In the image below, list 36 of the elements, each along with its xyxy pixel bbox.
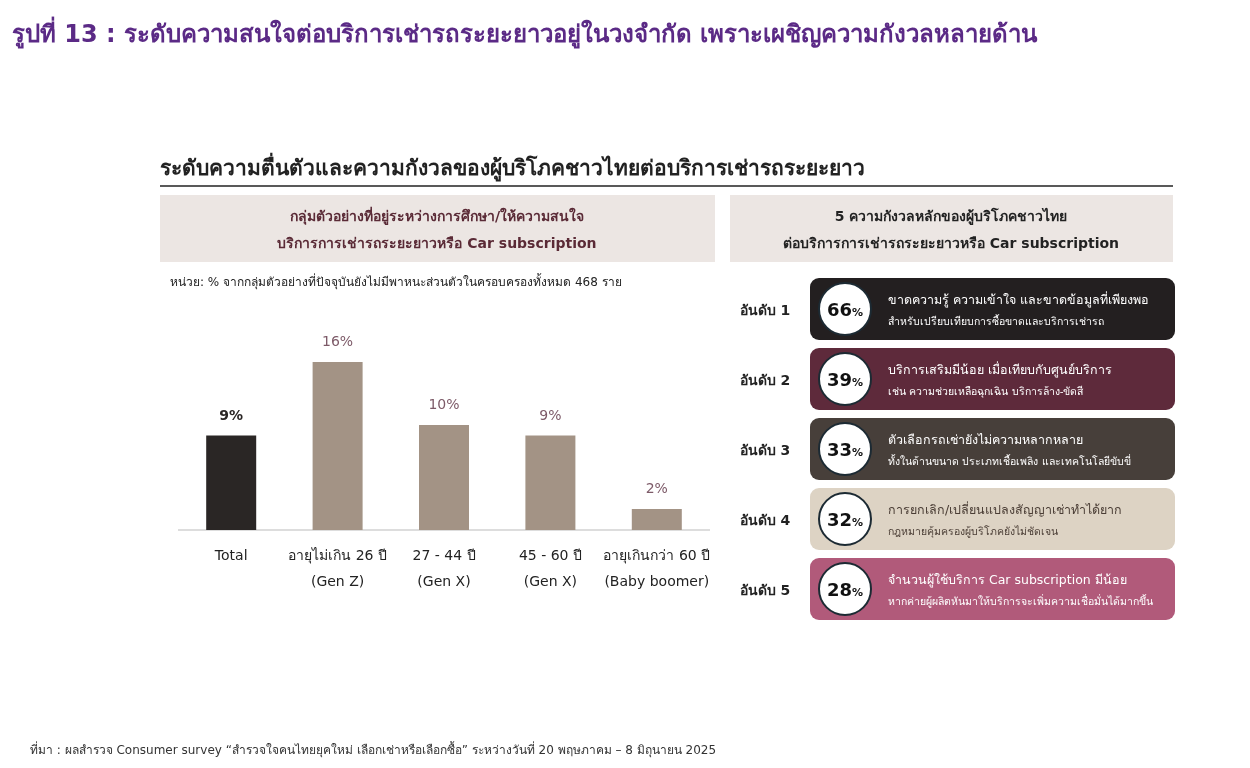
data-label: 16% [322,333,354,349]
data-label: 9% [539,406,562,423]
data-label: 28% [826,579,864,600]
category-label: อันดับ 3 [739,442,791,458]
data-label: 10% [428,396,460,412]
data-label: 9% [219,406,244,423]
text: ที่มา : ผลสำรวจ Consumer survey “สำรวจใจคนไทยยุคใหม่ เลือกเช่าหรือเลือกซื้อ” ระหว่างวันที่ 20 พฤษภาคม – 8 มิถุนายน 2025 [30,741,717,758]
text: จำนวนผู้ใช้บริการ Car subscription มีน้อย หากค่ายผู้ผลิตหันมาให้บริการจะเพิ่มความเชื่อมั่นได้มากขึ้น [888,572,1153,608]
category-label: อันดับ 2 [739,372,791,388]
data-label: 32% [826,509,864,530]
bar [312,362,363,530]
data-label: 33% [826,439,864,460]
category-label: อันดับ 5 [739,582,791,598]
category-label: อันดับ 1 [739,302,791,318]
chart-subtitle: ระดับความตื่นตัวและความกังวลของผู้บริโภคชาวไทยต่อบริการเช่ารถระยะยาว [160,152,865,182]
text: กลุ่มตัวอย่างที่อยู่ระหว่างการศึกษา/ให้ความสนใจ บริการการเช่ารถระยะยาวหรือ Car subscription [277,206,597,251]
bar [206,435,257,530]
bar [525,435,576,530]
x-tick-label: อายุเกินกว่า 60 ปี (Baby boomer) [603,547,711,589]
text: บริการเสริมมีน้อย เมื่อเทียบกับศูนย์บริการ เช่น ความช่วยเหลือฉุกเฉิน บริการล้าง-ขัดสี [888,361,1112,398]
text: ขาดความรู้ ความเข้าใจ และขาดข้อมูลที่เพียงพอ สำหรับเปรียบเทียบการซื้อขาดและบริการเช่ารถ [888,291,1149,327]
text: การยกเลิก/เปลี่ยนแปลงสัญญาเช่าทำได้ยาก กฎหมายคุ้มครองผู้บริโภคยังไม่ชัดเจน [888,501,1123,538]
chart-title: รูปที่ 13 : ระดับความสนใจต่อบริการเช่ารถระยะยาวอยู่ในวงจำกัด เพราะเผชิญความกังวลหลายด้าน [12,16,1039,49]
data-label: 66% [826,299,864,320]
bar [631,509,682,530]
x-tick-label: อายุไม่เกิน 26 ปี (Gen Z) [288,547,387,589]
x-tick-label: Total [213,547,248,563]
text: ตัวเลือกรถเช่ายังไม่ความหลากหลาย ทั้งในด้านขนาด ประเภทเชื้อเพลิง และเทคโนโลยีขับขี่ [888,432,1131,467]
data-label: 39% [826,369,864,390]
text: หน่วย: % จากกลุ่มตัวอย่างที่ปัจจุบันยังไม่มีพาหนะส่วนตัวในครอบครองทั้งหมด 468 ราย [170,273,622,290]
category-label: อันดับ 4 [739,512,791,528]
text: 5 ความกังวลหลักของผู้บริโภคชาวไทย ต่อบริการการเช่ารถระยะยาวหรือ Car subscription [782,207,1120,251]
x-tick-label: 27 - 44 ปี (Gen X) [412,547,476,589]
x-tick-label: 45 - 60 ปี (Gen X) [518,547,582,589]
data-label: 2% [645,480,668,496]
bar [419,425,469,530]
